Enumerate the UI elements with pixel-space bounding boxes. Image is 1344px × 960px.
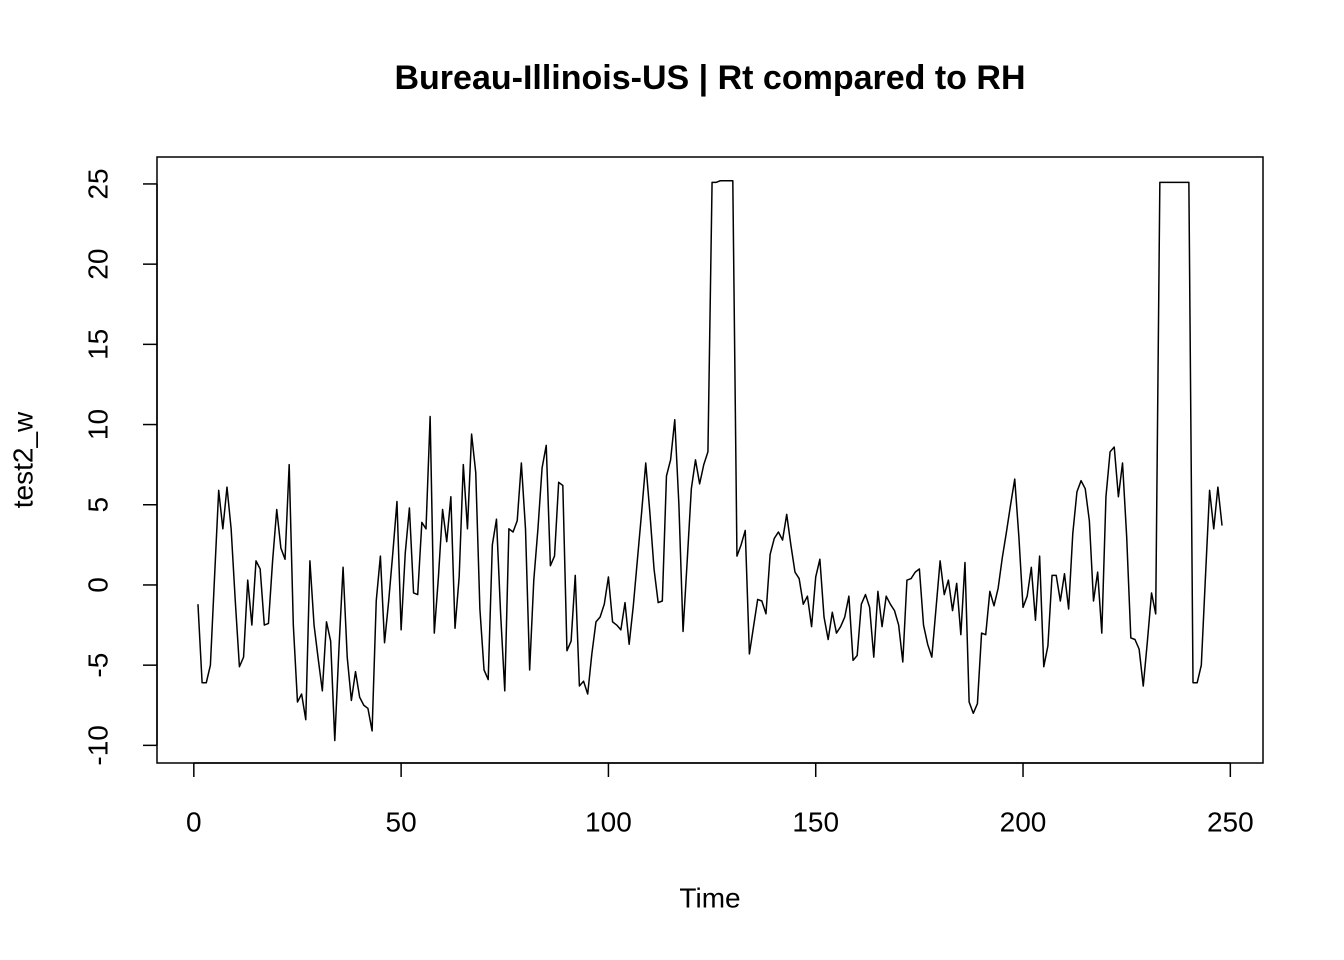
y-tick-label: 5: [82, 497, 113, 513]
x-tick-label: 200: [1000, 806, 1047, 837]
y-tick-label: -10: [82, 725, 113, 765]
x-axis-label: Time: [679, 882, 740, 913]
y-tick-label: 10: [82, 409, 113, 440]
x-tick-label: 100: [585, 806, 632, 837]
chart-title: Bureau-Illinois-US | Rt compared to RH: [394, 59, 1025, 97]
x-tick-label: 50: [386, 806, 417, 837]
y-axis-label: test2_w: [7, 411, 38, 508]
data-line: [197, 179, 1223, 742]
x-tick-label: 150: [792, 806, 839, 837]
y-tick-label: 15: [82, 329, 113, 360]
y-tick-label: 0: [82, 577, 113, 593]
y-tick-label: 20: [82, 249, 113, 280]
y-tick-label: -5: [82, 653, 113, 678]
x-tick-label: 250: [1207, 806, 1254, 837]
x-tick-label: 0: [186, 806, 202, 837]
y-tick-label: 25: [82, 168, 113, 199]
